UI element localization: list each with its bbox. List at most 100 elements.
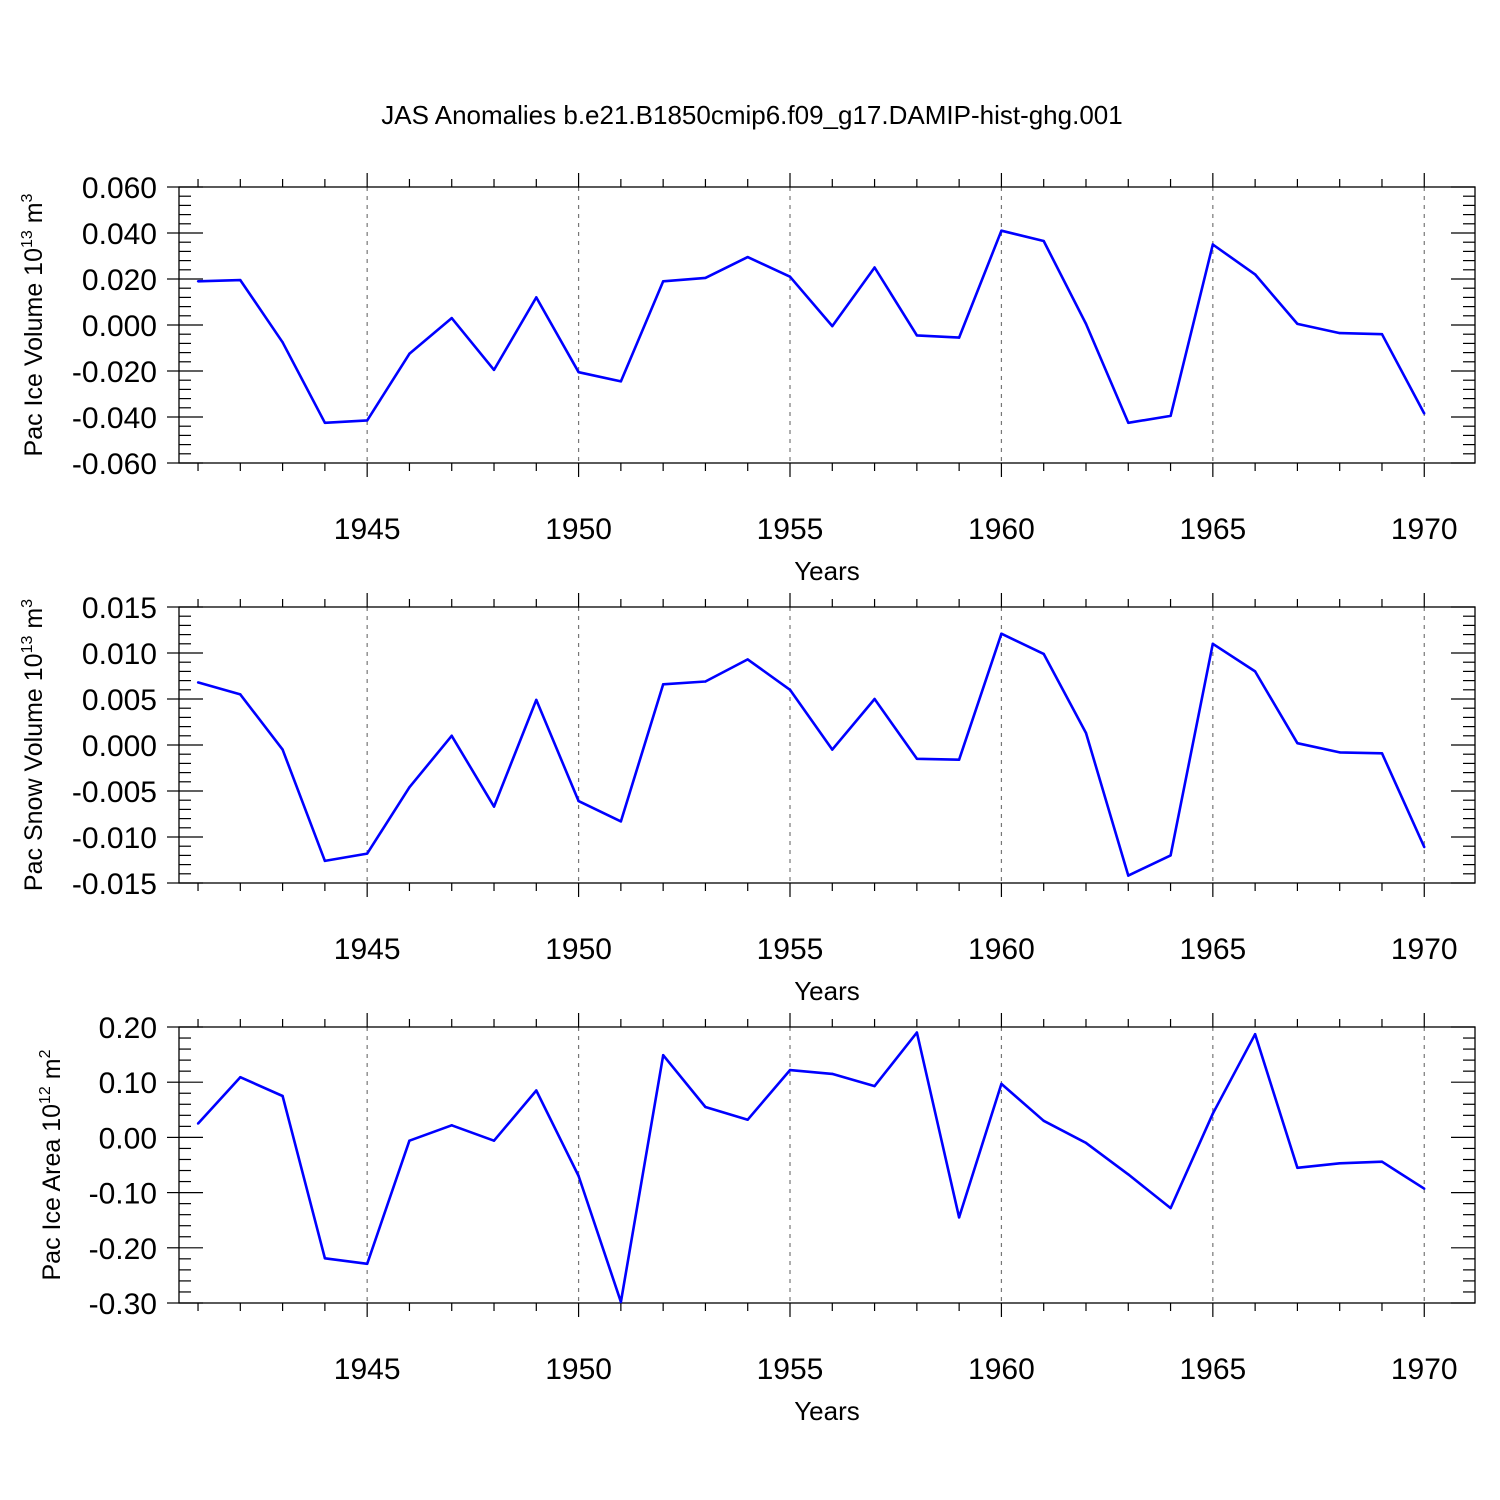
panel-ice-volume: 1945 1950 1955 1960 1965 1970 Years 0.060 0.040 0… — [19, 172, 1476, 586]
y-tick-label--0.005: -0.005 — [72, 776, 157, 809]
data-point-1968 — [1338, 331, 1341, 335]
data-point-1950 — [577, 370, 580, 374]
data-point-1970 — [1423, 1187, 1426, 1190]
x-tick-label-1955: 1955 — [757, 1353, 824, 1386]
y-axis-label-unit-exponent: 3 — [19, 599, 36, 608]
y-axis-label-exponent: 13 — [19, 636, 36, 654]
data-point-1954 — [746, 1118, 749, 1121]
plot-frame — [178, 186, 1476, 464]
data-point-1953 — [704, 276, 707, 280]
data-point-1967 — [1296, 322, 1299, 326]
data-point-1953 — [704, 680, 707, 683]
data-point-1948 — [492, 368, 496, 372]
data-point-1962 — [1084, 1141, 1088, 1145]
data-point-1955 — [788, 688, 792, 691]
data-point-1965 — [1211, 642, 1215, 645]
x-tick-label-1960: 1960 — [968, 1353, 1035, 1386]
data-point-1964 — [1169, 854, 1172, 857]
x-axis-label: Years — [794, 556, 860, 586]
data-point-1958 — [915, 757, 919, 760]
data-point-1945 — [365, 419, 369, 422]
y-axis-label-exponent: 12 — [37, 1086, 54, 1104]
data-point-1948 — [492, 1139, 496, 1142]
data-point-1953 — [704, 1105, 707, 1109]
y-tick-label-0.000: 0.000 — [82, 310, 157, 343]
data-point-1945 — [365, 1262, 369, 1266]
data-point-1952 — [661, 1053, 665, 1057]
data-point-1960 — [1000, 229, 1003, 232]
y-axis-label-unit-exponent: 3 — [19, 193, 36, 202]
data-point-1946 — [408, 786, 411, 789]
data-point-1963 — [1127, 874, 1130, 877]
y-tick-label--0.20: -0.20 — [89, 1233, 157, 1266]
x-tick-label-1960: 1960 — [968, 933, 1035, 966]
data-point-1961 — [1042, 1119, 1045, 1123]
data-point-1959 — [957, 1216, 961, 1219]
data-point-1944 — [323, 859, 327, 863]
x-axis-label: Years — [794, 976, 860, 1006]
y-axis-label: Pac Ice Volume 1013 m3 — [19, 193, 48, 456]
data-point-1943 — [281, 341, 284, 344]
y-tick-label-0.000: 0.000 — [82, 730, 157, 763]
y-axis-label-base: Pac Snow Volume 10 — [20, 653, 48, 891]
data-point-1954 — [746, 658, 749, 661]
y-tick-label-0.040: 0.040 — [82, 218, 157, 251]
y-tick-label-0.005: 0.005 — [82, 684, 157, 717]
y-axis-label-unit-exponent: 2 — [37, 1049, 54, 1058]
data-point-1941 — [196, 280, 200, 283]
y-tick-label--0.040: -0.040 — [72, 402, 157, 435]
y-tick-label-0.020: 0.020 — [82, 264, 157, 297]
data-point-1961 — [1042, 652, 1045, 656]
data-point-1942 — [239, 278, 242, 282]
x-axis-label: Years — [794, 1396, 860, 1426]
data-point-1957 — [873, 266, 876, 269]
data-point-1941 — [196, 1122, 200, 1125]
y-tick-label--0.010: -0.010 — [72, 822, 157, 855]
data-point-1946 — [408, 1139, 411, 1142]
y-tick-label--0.30: -0.30 — [89, 1288, 157, 1321]
y-tick-label--0.060: -0.060 — [72, 448, 157, 481]
y-axis-label-unit: m — [20, 202, 48, 230]
figure-title: JAS Anomalies b.e21.B1850cmip6.f09_g17.D… — [381, 100, 1122, 130]
data-point-1957 — [873, 1084, 876, 1088]
data-point-1943 — [281, 1094, 284, 1098]
data-point-1948 — [492, 805, 496, 808]
series-line — [197, 1031, 1425, 1304]
x-tick-label-1945: 1945 — [334, 933, 401, 966]
x-tick-label-1965: 1965 — [1179, 1353, 1246, 1386]
y-tick-label--0.020: -0.020 — [72, 356, 157, 389]
data-point-1969 — [1380, 752, 1384, 755]
y-tick-label-0.010: 0.010 — [82, 638, 157, 671]
y-tick-label-0.015: 0.015 — [82, 592, 157, 625]
data-point-1956 — [831, 1072, 834, 1076]
data-point-1942 — [239, 1076, 242, 1079]
x-tick-label-1970: 1970 — [1391, 1353, 1458, 1386]
data-point-1947 — [450, 1124, 453, 1127]
y-axis-label-base: Pac Ice Area 10 — [38, 1104, 66, 1281]
data-point-1955 — [788, 1068, 792, 1072]
data-point-1969 — [1380, 333, 1384, 336]
data-point-1966 — [1253, 273, 1257, 276]
y-axis-label-unit: m — [20, 608, 48, 636]
data-point-1950 — [577, 799, 580, 803]
x-tick-label-1970: 1970 — [1391, 513, 1458, 546]
data-point-1944 — [323, 421, 327, 424]
data-point-1970 — [1423, 412, 1426, 415]
data-point-1969 — [1380, 1160, 1384, 1163]
x-tick-label-1950: 1950 — [545, 1353, 612, 1386]
data-point-1950 — [577, 1174, 580, 1178]
data-point-1952 — [661, 280, 665, 283]
data-point-1956 — [831, 748, 834, 751]
y-axis-label: Pac Ice Area 1012 m2 — [37, 1049, 66, 1280]
x-tick-label-1965: 1965 — [1179, 933, 1246, 966]
data-point-1943 — [281, 748, 284, 751]
x-tick-label-1950: 1950 — [545, 513, 612, 546]
y-axis-label-unit: m — [38, 1058, 66, 1086]
data-point-1957 — [873, 697, 876, 701]
data-point-1961 — [1042, 239, 1045, 243]
data-point-1962 — [1084, 322, 1088, 326]
data-point-1966 — [1253, 1032, 1257, 1036]
y-axis-label: Pac Snow Volume 1013 m3 — [19, 599, 48, 891]
y-tick-label-0.060: 0.060 — [82, 172, 157, 205]
y-axis-label-exponent: 13 — [19, 230, 36, 248]
